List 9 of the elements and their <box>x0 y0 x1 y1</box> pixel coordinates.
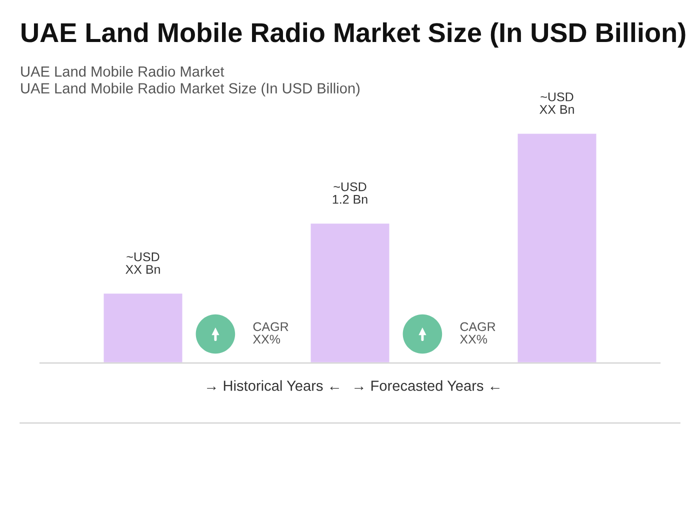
text: → Forecasted Years ← <box>354 380 500 391</box>
annotation: CAGR XX% <box>252 322 288 344</box>
chart-subtitle: UAE Land Mobile Radio Market UAE Land Mobile Radio Market Size (In USD Billion) <box>21 66 360 96</box>
data-label: ~USD 1.2 Bn <box>332 182 368 204</box>
data-label: ~USD XX Bn <box>126 252 160 274</box>
annotation: CAGR XX% <box>460 322 496 344</box>
text: → Historical Years ← <box>207 380 339 391</box>
data-label: ~USD XX Bn <box>540 92 574 114</box>
chart-title: UAE Land Mobile Radio Market Size (In USD Billion) <box>22 22 686 48</box>
